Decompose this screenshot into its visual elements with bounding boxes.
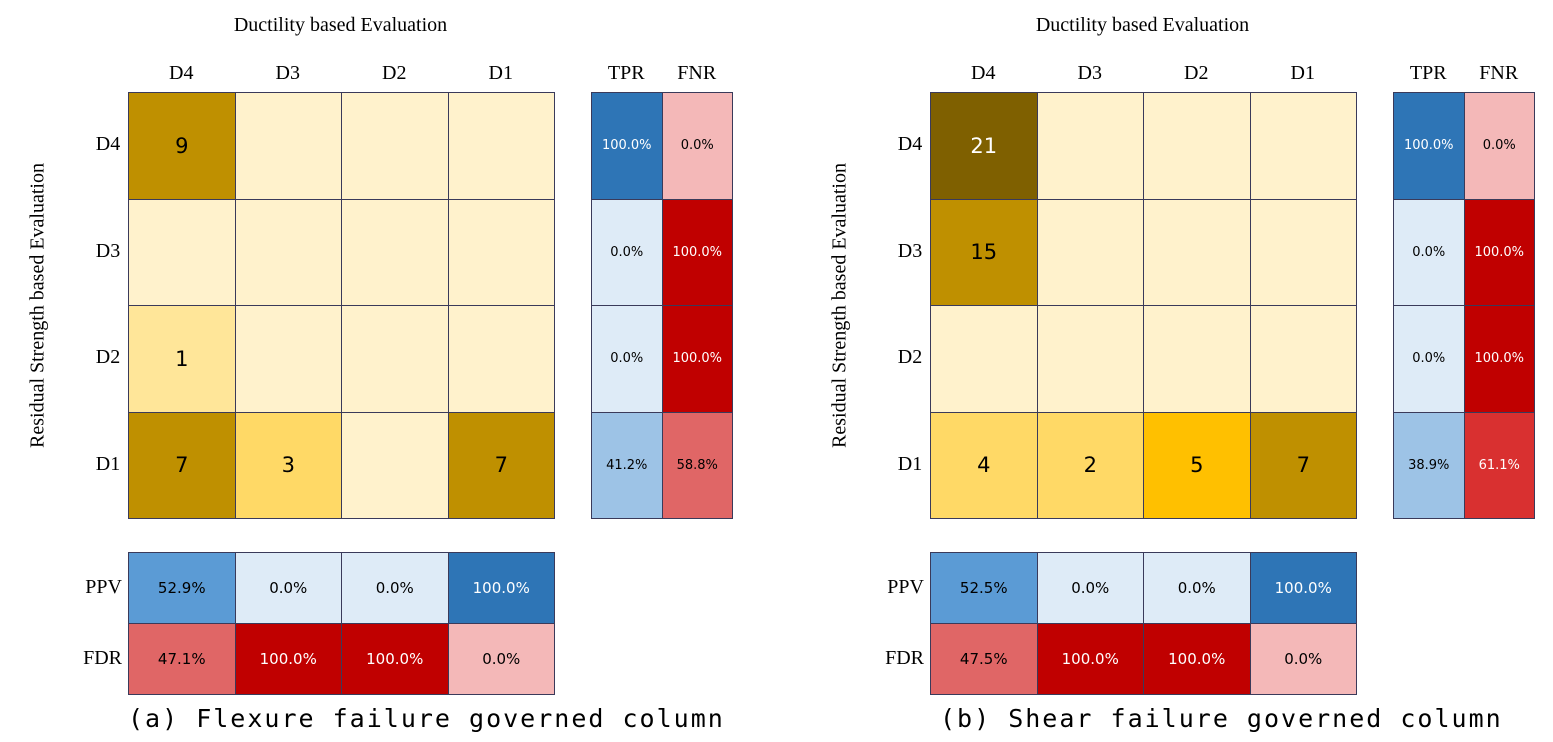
x-tick-label: D1: [1290, 62, 1315, 84]
matrix-cell: [341, 305, 449, 413]
matrix-cell: 7: [128, 411, 236, 519]
fnr-cell: 0.0%: [661, 92, 733, 200]
tpr-cell: 0.0%: [1393, 305, 1465, 413]
fdr-cell: 0.0%: [1249, 623, 1357, 695]
matrix-cell: [1249, 305, 1357, 413]
x-tick-label: D2: [1184, 62, 1209, 84]
fdr-cell: 100.0%: [341, 623, 449, 695]
fdr-cell: 0.0%: [447, 623, 555, 695]
matrix-cell: [234, 92, 342, 200]
matrix-cell: [341, 411, 449, 519]
matrix-cell: 2: [1036, 411, 1144, 519]
fdr-cell: 100.0%: [234, 623, 342, 695]
matrix-cell: [1249, 92, 1357, 200]
matrix-cell: [341, 92, 449, 200]
caption: (b) Shear failure governed column: [940, 704, 1503, 733]
rate-header: FNR: [1479, 62, 1519, 84]
ppv-cell: 0.0%: [1143, 552, 1251, 624]
x-tick-label: D4: [169, 62, 194, 84]
x-tick-label: D3: [1077, 62, 1102, 84]
x-tick-label: D1: [488, 62, 513, 84]
matrix-cell: [234, 198, 342, 306]
matrix-cell: [930, 305, 1038, 413]
matrix-cell: 7: [447, 411, 555, 519]
ppv-cell: 0.0%: [341, 552, 449, 624]
matrix-cell: [128, 198, 236, 306]
matrix-cell: [447, 92, 555, 200]
y-tick-label: D3: [95, 239, 121, 262]
tpr-cell: 0.0%: [591, 198, 663, 306]
matrix-cell: [341, 198, 449, 306]
tpr-cell: 100.0%: [591, 92, 663, 200]
matrix-cell: [1249, 198, 1357, 306]
tpr-cell: 0.0%: [591, 305, 663, 413]
y-tick-label: D4: [95, 133, 121, 156]
ppv-cell: 100.0%: [447, 552, 555, 624]
fdr-cell: 100.0%: [1143, 623, 1251, 695]
ppv-cell: 0.0%: [1036, 552, 1144, 624]
bottom-row-label: PPV: [85, 575, 122, 598]
bottom-row-label: FDR: [885, 646, 924, 669]
rate-header: TPR: [1409, 62, 1447, 84]
ppv-cell: 0.0%: [234, 552, 342, 624]
matrix-cell: 1: [128, 305, 236, 413]
bottom-row-label: FDR: [83, 646, 122, 669]
fnr-cell: 100.0%: [661, 305, 733, 413]
caption: (a) Flexure failure governed column: [128, 704, 725, 733]
matrix-cell: [1143, 92, 1251, 200]
rate-header: FNR: [677, 62, 717, 84]
fdr-cell: 47.1%: [128, 623, 236, 695]
panel-shear: Ductility based Evaluation Residual Stre…: [802, 0, 1553, 742]
y-tick-label: D3: [897, 239, 923, 262]
fnr-cell: 61.1%: [1463, 411, 1535, 519]
rate-header: TPR: [607, 62, 645, 84]
panel-flexure: Ductility based Evaluation Residual Stre…: [0, 0, 760, 742]
x-tick-label: D2: [382, 62, 407, 84]
y-tick-label: D1: [95, 452, 121, 475]
fnr-cell: 58.8%: [661, 411, 733, 519]
chart-title: Ductility based Evaluation: [1035, 14, 1250, 36]
x-tick-label: D3: [275, 62, 300, 84]
y-axis-label: Residual Strength based Evaluation: [828, 163, 851, 448]
matrix-cell: 21: [930, 92, 1038, 200]
tpr-cell: 0.0%: [1393, 198, 1465, 306]
matrix-cell: [1036, 198, 1144, 306]
fdr-cell: 100.0%: [1036, 623, 1144, 695]
matrix-cell: [1143, 305, 1251, 413]
x-tick-label: D4: [971, 62, 996, 84]
tpr-cell: 41.2%: [591, 411, 663, 519]
matrix-cell: 9: [128, 92, 236, 200]
tpr-cell: 100.0%: [1393, 92, 1465, 200]
matrix-cell: [1036, 305, 1144, 413]
fdr-cell: 47.5%: [930, 623, 1038, 695]
y-tick-label: D2: [95, 346, 121, 369]
y-axis-label: Residual Strength based Evaluation: [26, 163, 49, 448]
matrix-cell: [447, 198, 555, 306]
y-tick-label: D1: [897, 452, 923, 475]
y-tick-label: D2: [897, 346, 923, 369]
matrix-cell: 3: [234, 411, 342, 519]
fnr-cell: 100.0%: [1463, 305, 1535, 413]
matrix-cell: [1036, 92, 1144, 200]
ppv-cell: 52.5%: [930, 552, 1038, 624]
matrix-cell: [447, 305, 555, 413]
fnr-cell: 0.0%: [1463, 92, 1535, 200]
matrix-cell: [234, 305, 342, 413]
matrix-cell: 5: [1143, 411, 1251, 519]
ppv-cell: 52.9%: [128, 552, 236, 624]
tpr-cell: 38.9%: [1393, 411, 1465, 519]
fnr-cell: 100.0%: [661, 198, 733, 306]
y-tick-label: D4: [897, 133, 923, 156]
bottom-row-label: PPV: [887, 575, 924, 598]
matrix-cell: [1143, 198, 1251, 306]
matrix-cell: 4: [930, 411, 1038, 519]
chart-title: Ductility based Evaluation: [233, 14, 448, 36]
matrix-cell: 15: [930, 198, 1038, 306]
fnr-cell: 100.0%: [1463, 198, 1535, 306]
ppv-cell: 100.0%: [1249, 552, 1357, 624]
matrix-cell: 7: [1249, 411, 1357, 519]
